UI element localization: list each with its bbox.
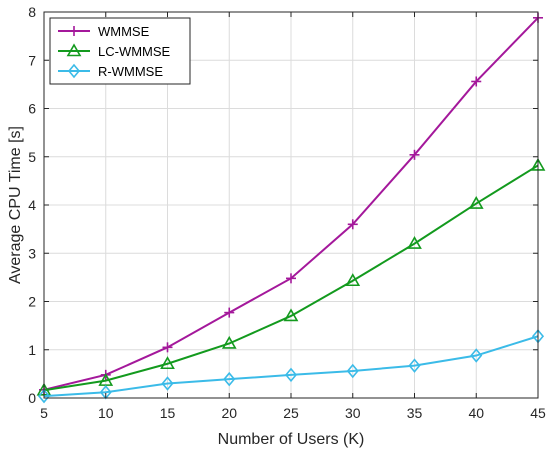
data-point xyxy=(162,342,173,353)
x-axis-label: Number of Users (K) xyxy=(218,431,365,448)
data-point xyxy=(470,348,483,363)
y-tick-label: 3 xyxy=(28,245,36,261)
y-tick-label: 7 xyxy=(28,52,36,68)
data-point xyxy=(283,308,299,322)
data-point xyxy=(345,273,361,287)
legend-label: WMMSE xyxy=(98,24,150,39)
data-point xyxy=(161,376,174,391)
x-tick-label: 20 xyxy=(221,405,237,421)
x-tick-label: 25 xyxy=(283,405,299,421)
series-layer xyxy=(36,12,546,404)
legend-marker xyxy=(66,43,82,57)
data-point xyxy=(407,235,422,249)
legend-marker xyxy=(69,26,79,36)
data-point xyxy=(37,388,51,404)
x-tick-label: 30 xyxy=(345,405,361,421)
x-tick-label: 5 xyxy=(40,405,48,421)
series-line xyxy=(43,164,539,392)
series-line xyxy=(43,335,539,398)
y-tick-label: 4 xyxy=(28,197,36,213)
data-point xyxy=(471,76,482,87)
legend: WMMSE LC-WMMSE R-WMMSE xyxy=(49,17,191,85)
series-lc-wmmse xyxy=(36,157,546,396)
data-point xyxy=(346,363,359,379)
legend-item: WMMSE xyxy=(58,24,150,39)
x-tick-label: 35 xyxy=(407,405,423,421)
data-point xyxy=(223,371,236,387)
y-tick-label: 6 xyxy=(28,101,36,117)
data-point xyxy=(160,356,175,370)
data-point xyxy=(468,195,484,209)
legend-item: LC-WMMSE xyxy=(58,43,171,59)
data-point xyxy=(347,219,358,230)
y-tick-label: 2 xyxy=(28,294,36,310)
x-tick-label: 10 xyxy=(98,405,114,421)
legend-item: R-WMMSE xyxy=(58,63,163,79)
y-tick-label: 1 xyxy=(28,342,36,358)
y-tick-label: 5 xyxy=(28,149,36,165)
data-point xyxy=(224,307,235,318)
data-point xyxy=(409,149,420,160)
data-point xyxy=(408,358,421,373)
legend-label: R-WMMSE xyxy=(98,64,163,79)
x-tick-label: 45 xyxy=(530,405,546,421)
x-tick-label: 40 xyxy=(468,405,484,421)
data-point xyxy=(286,273,296,284)
legend-marker xyxy=(67,63,81,79)
y-axis-label: Average CPU Time [s] xyxy=(7,126,24,284)
legend-label: LC-WMMSE xyxy=(98,44,171,59)
y-tick-label: 8 xyxy=(28,4,36,20)
y-tick-label: 0 xyxy=(28,390,36,406)
x-tick-label: 15 xyxy=(160,405,176,421)
series-wmmse xyxy=(39,12,543,395)
data-point xyxy=(221,335,237,349)
data-point xyxy=(284,367,298,383)
